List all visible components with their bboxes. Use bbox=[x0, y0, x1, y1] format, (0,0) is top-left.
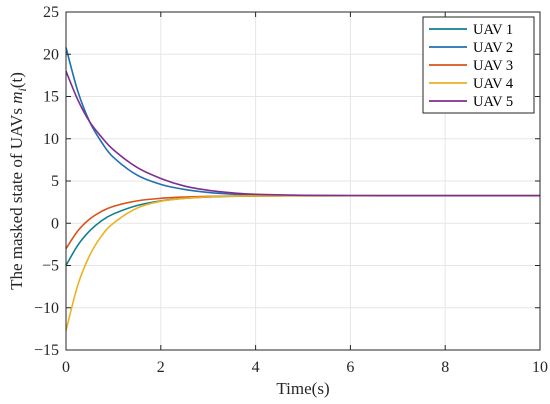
legend: UAV 1 UAV 2 UAV 3 UAV 4 UAV 5 bbox=[422, 16, 535, 114]
y-axis-label-text: The masked state of UAVs bbox=[7, 104, 26, 290]
x-tick-label: 2 bbox=[157, 359, 165, 376]
x-tick-label: 10 bbox=[532, 359, 548, 376]
x-tick-labels: 0 2 4 6 8 10 bbox=[62, 359, 548, 376]
y-tick-label: −5 bbox=[42, 258, 59, 275]
y-axis-label: The masked state of UAVs mi(t) bbox=[7, 72, 29, 290]
x-tick-label: 8 bbox=[441, 359, 449, 376]
x-axis-label: Time(s) bbox=[276, 379, 329, 398]
y-tick-label: −15 bbox=[34, 342, 59, 359]
x-tick-label: 0 bbox=[62, 359, 70, 376]
legend-label-uav-4: UAV 4 bbox=[473, 76, 514, 92]
y-tick-label: 0 bbox=[51, 215, 59, 232]
x-tick-label: 6 bbox=[346, 359, 354, 376]
legend-label-uav-2: UAV 2 bbox=[473, 40, 513, 56]
axis-ticks bbox=[65, 11, 541, 351]
y-axis-label-argument: (t) bbox=[7, 72, 26, 88]
legend-label-uav-3: UAV 3 bbox=[473, 58, 513, 74]
legend-label-uav-5: UAV 5 bbox=[473, 94, 513, 110]
y-axis-label-subscript: i bbox=[15, 88, 29, 91]
y-tick-label: −10 bbox=[34, 300, 59, 317]
y-tick-label: 25 bbox=[43, 4, 59, 21]
y-tick-label: 5 bbox=[51, 173, 59, 190]
series-line-uav-5 bbox=[65, 70, 540, 197]
series-layer bbox=[65, 47, 540, 331]
y-tick-label: 20 bbox=[43, 46, 59, 63]
y-tick-label: 10 bbox=[43, 131, 59, 148]
y-tick-labels: −15 −10 −5 0 5 10 15 20 25 bbox=[34, 4, 59, 359]
y-tick-label: 15 bbox=[43, 89, 59, 106]
legend-label-uav-1: UAV 1 bbox=[473, 22, 513, 38]
x-tick-label: 4 bbox=[252, 359, 260, 376]
y-axis-label-symbol: m bbox=[7, 91, 26, 103]
